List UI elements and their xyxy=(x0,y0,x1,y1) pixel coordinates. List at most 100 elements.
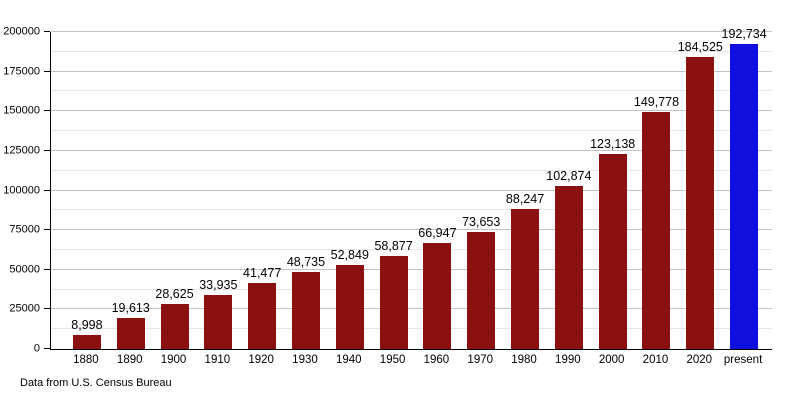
gridline-minor xyxy=(51,209,772,211)
y-tick-mark xyxy=(44,348,50,349)
y-tick-label: 150000 xyxy=(3,104,40,117)
gridline-major xyxy=(51,70,772,72)
bar-slot-1890: 19,613 xyxy=(109,32,153,349)
bar-2000 xyxy=(598,153,627,349)
bar-1960 xyxy=(423,242,452,349)
bar-value-label: 149,778 xyxy=(633,94,680,109)
plot-area: 8,998 19,613 28,625 33,935 41,477 48,735 52,84… xyxy=(50,27,772,350)
x-tick-label-1950: 1950 xyxy=(379,354,406,366)
x-tick-label-1930: 1930 xyxy=(292,354,318,366)
x-tick-label-1900: 1900 xyxy=(160,354,187,366)
bar-value-label: 123,138 xyxy=(590,136,636,151)
bar-slot-1880: 8,998 xyxy=(65,32,109,349)
bar-value-label: 192,734 xyxy=(721,26,767,41)
bar-value-label: 102,874 xyxy=(546,168,592,183)
bar-slot-2020: 184,525 xyxy=(677,32,723,349)
bar-1900 xyxy=(160,303,189,349)
gridline-minor xyxy=(51,130,772,132)
y-tick-label: 0 xyxy=(33,342,40,355)
bar-slot-1980: 88,247 xyxy=(503,32,547,349)
gridline-major xyxy=(51,31,772,32)
bar-value-label: 19,613 xyxy=(111,300,150,315)
bar-1920 xyxy=(248,283,277,349)
bar-1930 xyxy=(291,271,320,349)
gridline-minor xyxy=(51,169,772,171)
y-tick-mark xyxy=(44,268,50,270)
y-tick-label: 25000 xyxy=(9,302,40,315)
bar-value-label: 33,935 xyxy=(199,278,238,293)
bar-value-label: 52,849 xyxy=(330,248,369,263)
bar-slot-1930: 48,735 xyxy=(284,32,328,349)
bar-value-label: 73,653 xyxy=(462,215,501,230)
bar-slot-2000: 123,138 xyxy=(590,32,636,349)
bar-1890 xyxy=(116,317,145,349)
bar-slot-1970: 73,653 xyxy=(459,32,503,349)
bar-value-label: 48,735 xyxy=(286,254,326,269)
x-tick-label-1980: 1980 xyxy=(511,354,537,366)
bar-value-label: 88,247 xyxy=(505,192,545,207)
bar-1950 xyxy=(379,255,408,349)
x-tick-label-present: present xyxy=(723,354,763,366)
gridlines xyxy=(51,31,772,349)
bar-value-label: 28,625 xyxy=(155,286,194,301)
gridline-major xyxy=(51,189,772,191)
bar-1940 xyxy=(335,265,364,349)
bar-2010 xyxy=(642,111,671,349)
gridline-minor xyxy=(51,288,772,290)
bar-slot-1910: 33,935 xyxy=(196,32,240,349)
x-tick-label-2010: 2010 xyxy=(642,354,669,366)
y-tick-mark xyxy=(44,229,50,231)
y-tick-mark xyxy=(44,70,50,72)
x-tick-label-2020: 2020 xyxy=(686,354,713,366)
x-tick-label-1880: 1880 xyxy=(73,354,99,366)
gridline-minor xyxy=(51,90,772,92)
y-tick-mark xyxy=(44,308,50,310)
gridline-major xyxy=(51,268,772,270)
y-axis: 0 25000 50000 75000 100000 125000 150000 175000… xyxy=(0,26,50,354)
source-note: Data from U.S. Census Bureau xyxy=(20,377,172,389)
gridline-major xyxy=(51,229,772,231)
bar-slot-present: 192,734 xyxy=(722,27,767,349)
y-tick-label: 50000 xyxy=(9,263,40,276)
x-tick-label-1990: 1990 xyxy=(555,354,581,366)
gridline-minor xyxy=(51,328,772,330)
bar-1980 xyxy=(511,209,540,349)
bar-1990 xyxy=(554,185,583,349)
bar-1880 xyxy=(72,334,101,349)
gridline-major xyxy=(51,110,772,112)
y-tick-mark xyxy=(44,110,50,112)
y-tick-label: 175000 xyxy=(3,65,40,78)
gridline-major xyxy=(51,149,772,151)
x-tick-label-1920: 1920 xyxy=(248,354,274,366)
x-tick-label-1960: 1960 xyxy=(423,354,450,366)
x-tick-label-1940: 1940 xyxy=(335,354,362,366)
bar-slot-2010: 149,778 xyxy=(633,32,680,349)
bar-present xyxy=(730,43,759,349)
bar-value-label: 8,998 xyxy=(71,317,103,332)
bar-slot-1940: 52,849 xyxy=(328,32,372,349)
bar-value-label: 41,477 xyxy=(243,266,282,281)
bar-slot-1900: 28,625 xyxy=(153,32,197,349)
bars: 8,998 19,613 28,625 33,935 41,477 48,735 52,84… xyxy=(51,27,772,349)
y-tick-label: 75000 xyxy=(9,223,40,236)
y-tick-mark xyxy=(44,31,50,32)
bar-slot-1960: 66,947 xyxy=(416,32,460,349)
y-tick-mark xyxy=(44,189,50,191)
x-tick-label-1890: 1890 xyxy=(116,354,143,366)
bar-value-label: 184,525 xyxy=(677,39,723,54)
y-tick-label: 100000 xyxy=(3,184,40,196)
x-axis-labels: 1880 1890 1900 1910 1920 1930 1940 1950 1960 1970… xyxy=(50,351,771,366)
bar-value-label: 66,947 xyxy=(418,225,457,240)
gridline-major xyxy=(51,308,772,310)
x-tick-label-1970: 1970 xyxy=(467,354,494,366)
y-tick-mark xyxy=(44,149,50,151)
bar-slot-1950: 58,877 xyxy=(372,32,416,349)
bar-2020 xyxy=(686,56,715,349)
gridline-minor xyxy=(51,50,772,52)
bar-1910 xyxy=(204,295,233,349)
bar-1970 xyxy=(467,232,496,349)
y-tick-label: 125000 xyxy=(3,144,40,157)
bar-slot-1990: 102,874 xyxy=(546,32,592,349)
x-tick-label-2000: 2000 xyxy=(598,354,625,366)
x-tick-label-1910: 1910 xyxy=(204,354,231,366)
